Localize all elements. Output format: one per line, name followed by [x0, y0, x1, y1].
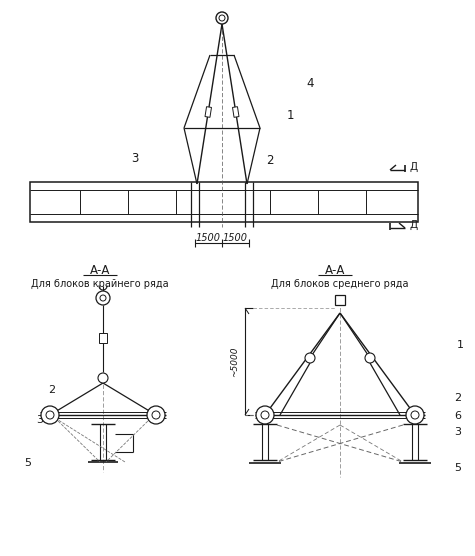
Circle shape	[98, 373, 108, 383]
Text: 1: 1	[286, 108, 294, 122]
Circle shape	[100, 295, 106, 301]
Text: 5: 5	[455, 463, 462, 473]
Text: 1: 1	[456, 340, 464, 350]
Text: 2: 2	[266, 153, 274, 166]
Circle shape	[216, 12, 228, 24]
Text: 1500: 1500	[222, 233, 247, 243]
Text: А-А: А-А	[325, 264, 345, 276]
Circle shape	[147, 406, 165, 424]
Circle shape	[261, 411, 269, 419]
Circle shape	[411, 411, 419, 419]
Circle shape	[256, 406, 274, 424]
Circle shape	[365, 353, 375, 363]
Bar	[335, 295, 345, 305]
Circle shape	[46, 411, 54, 419]
Text: 5: 5	[25, 458, 31, 468]
Bar	[99, 333, 107, 343]
Text: Д: Д	[410, 162, 418, 172]
Text: 2: 2	[48, 385, 56, 395]
Text: ~5000: ~5000	[230, 346, 239, 377]
Text: А-А: А-А	[90, 264, 110, 276]
Text: 2: 2	[455, 393, 462, 403]
Text: Д: Д	[410, 220, 418, 230]
Text: 3: 3	[455, 427, 462, 437]
Text: Для блоков среднего ряда: Для блоков среднего ряда	[271, 279, 409, 289]
Text: 4: 4	[306, 77, 314, 90]
Text: 3: 3	[37, 415, 44, 425]
Bar	[30, 182, 418, 222]
Circle shape	[305, 353, 315, 363]
Text: 3: 3	[131, 151, 139, 165]
Circle shape	[152, 411, 160, 419]
Text: 6: 6	[455, 411, 462, 421]
Circle shape	[41, 406, 59, 424]
Text: 1500: 1500	[196, 233, 220, 243]
Bar	[205, 107, 211, 117]
Circle shape	[96, 291, 110, 305]
Text: Для блоков крайнего ряда: Для блоков крайнего ряда	[31, 279, 169, 289]
Bar	[232, 107, 239, 117]
Circle shape	[219, 15, 225, 21]
Circle shape	[406, 406, 424, 424]
